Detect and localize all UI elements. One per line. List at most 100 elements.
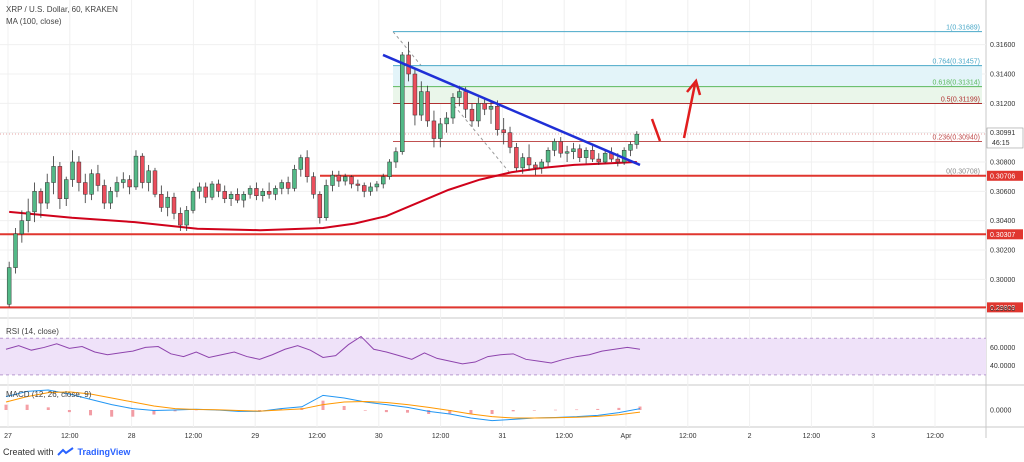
candle-body (140, 155, 145, 183)
candle-body (108, 191, 113, 204)
macd-histogram-bar (342, 406, 346, 410)
candle-body (76, 161, 82, 183)
price-tick-label: 0.30400 (990, 218, 1015, 225)
candle-body (311, 176, 316, 195)
candle-body (228, 194, 234, 199)
candle-body (127, 179, 132, 188)
candle-body (602, 152, 608, 163)
candle-body (330, 174, 335, 186)
price-tick-label: 0.31600 (990, 42, 1015, 49)
macd-histogram-bar (279, 408, 283, 410)
candle-body (482, 103, 487, 110)
candle-body (488, 106, 494, 110)
candle-body (596, 158, 602, 163)
macd-histogram-bar (617, 407, 621, 410)
candle-body (89, 173, 94, 195)
price-tick-label: 0.30600 (990, 189, 1015, 196)
time-tick-label: 3 (871, 433, 875, 440)
tradingview-logo-icon (56, 447, 74, 456)
candle-body (342, 176, 348, 182)
level-price-label: 0.30307 (990, 232, 1015, 239)
time-tick-label: 12:00 (555, 433, 573, 440)
candle-body (25, 211, 31, 221)
fib-zone (393, 86, 982, 104)
candle-body (70, 161, 75, 180)
macd-histogram-bar (131, 410, 135, 417)
candle-body (13, 233, 18, 268)
candle-body (57, 166, 63, 199)
ma-line (9, 161, 637, 232)
price-tick-label: 0.30000 (990, 277, 1015, 284)
candle-body (133, 155, 139, 188)
candle-body (501, 129, 506, 133)
candle-body (121, 179, 126, 183)
candle-body (247, 188, 253, 195)
time-tick-label: 31 (499, 433, 507, 440)
macd-histogram-bar (110, 410, 114, 417)
fib-level-label: 1(0.31689) (946, 25, 980, 32)
candle-body (349, 176, 354, 185)
candle-body (19, 220, 25, 235)
candle-body (431, 120, 437, 139)
candle-body (235, 194, 240, 201)
candle-body (615, 158, 621, 163)
candle-body (6, 267, 12, 305)
pullback-stroke (650, 118, 662, 142)
time-tick-label: 28 (128, 433, 136, 440)
candle-body (273, 188, 278, 195)
macd-histogram-bar (194, 409, 198, 411)
fib-level-label: 0.618(0.31314) (933, 80, 980, 87)
rsi-tick-label: 40.0000 (990, 363, 1015, 370)
candle-body (38, 191, 44, 204)
footer-brand[interactable]: TradingView (77, 447, 131, 457)
candle-body (260, 191, 265, 196)
macd-histogram-bar (4, 404, 8, 410)
level-price-label: 0.30706 (990, 173, 1015, 180)
macd-histogram-bar (46, 407, 50, 410)
candle-body (171, 196, 177, 214)
last-price-label: 0.30991 (990, 130, 1015, 137)
candle-body (32, 191, 37, 213)
ma-indicator-label[interactable]: MA (100, close) (6, 17, 62, 26)
candle-body (545, 150, 551, 163)
candle-body (444, 117, 449, 125)
price-tick-label: 0.31400 (990, 72, 1015, 79)
macd-histogram-bar (258, 410, 262, 411)
trend-line (382, 53, 641, 167)
candle-body (114, 182, 120, 192)
ma-100-line (9, 161, 637, 232)
rsi-indicator-label[interactable]: RSI (14, close) (6, 327, 59, 336)
candle-body (152, 170, 158, 195)
candle-body (583, 150, 589, 158)
candle-body (184, 210, 189, 226)
time-axis: 27 12:00 28 12:00 29 12:00 30 12:00 31 12:00 Apr 12… (4, 433, 944, 440)
candle-body (159, 194, 164, 208)
macd-histogram-bar (511, 410, 515, 412)
macd-histogram-bar (448, 410, 452, 414)
level-price-tag (987, 229, 1023, 240)
rsi-panel: 60.0000 40.0000 (0, 335, 1015, 376)
bearish-trend-line (382, 53, 641, 167)
candle-body (216, 183, 221, 192)
fib-diagonal (392, 31, 513, 176)
bar-countdown-label: 46:15 (992, 140, 1010, 147)
candle-body (95, 173, 101, 186)
candle-body (298, 157, 304, 170)
candle-body (381, 176, 386, 185)
candle-body (495, 106, 500, 130)
rsi-tick-label: 60.0000 (990, 345, 1015, 352)
candle-body (539, 161, 544, 169)
candle-body (165, 196, 170, 208)
time-tick-label: 27 (4, 433, 12, 440)
candle-body (450, 97, 456, 119)
candle-body (425, 91, 430, 122)
candle-body (552, 141, 557, 151)
price-axis: 0.316000.314000.312000.310000.308000.306… (986, 42, 1024, 313)
candle-body (419, 91, 424, 116)
macd-indicator-label[interactable]: MACD (12, 26, close, 9) (6, 390, 92, 399)
candle-body (520, 157, 525, 169)
up-arrow-shaft (682, 83, 697, 139)
candle-body (203, 186, 208, 198)
macd-histogram-bar (406, 410, 410, 413)
